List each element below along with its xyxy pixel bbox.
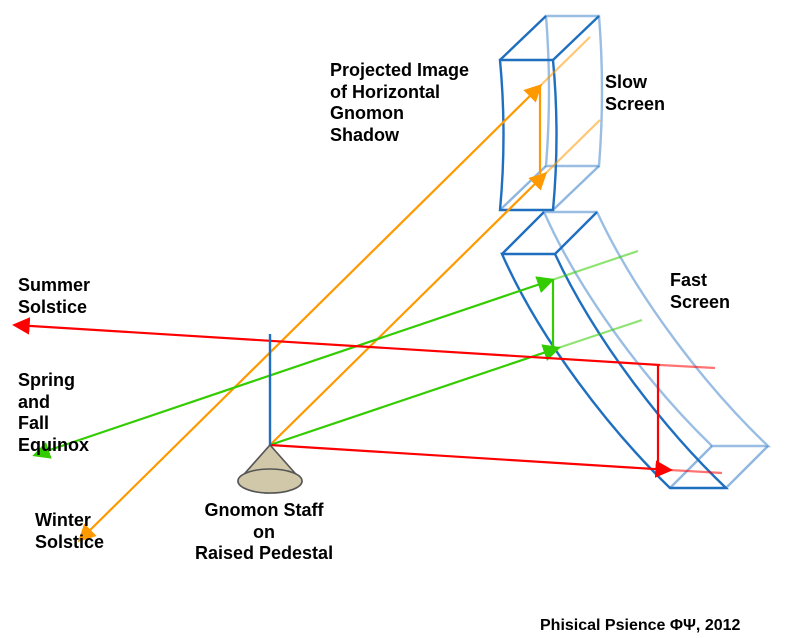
credit-line: Phisical Psience ΦΨ, 2012 (540, 616, 740, 635)
label-fast-screen: Fast Screen (670, 270, 730, 313)
label-summer-solstice: Summer Solstice (18, 275, 90, 318)
label-slow-screen: Slow Screen (605, 72, 665, 115)
label-equinox: Spring and Fall Equinox (18, 370, 89, 456)
label-projected-image: Projected Image of Horizontal Gnomon Sha… (330, 60, 469, 146)
label-gnomon: Gnomon Staff on Raised Pedestal (195, 500, 333, 565)
gnomon (238, 334, 302, 493)
sun-rays (15, 86, 670, 540)
fast-screen (502, 212, 768, 488)
slow-screen (500, 16, 602, 210)
label-winter-solstice: Winter Solstice (35, 510, 104, 553)
